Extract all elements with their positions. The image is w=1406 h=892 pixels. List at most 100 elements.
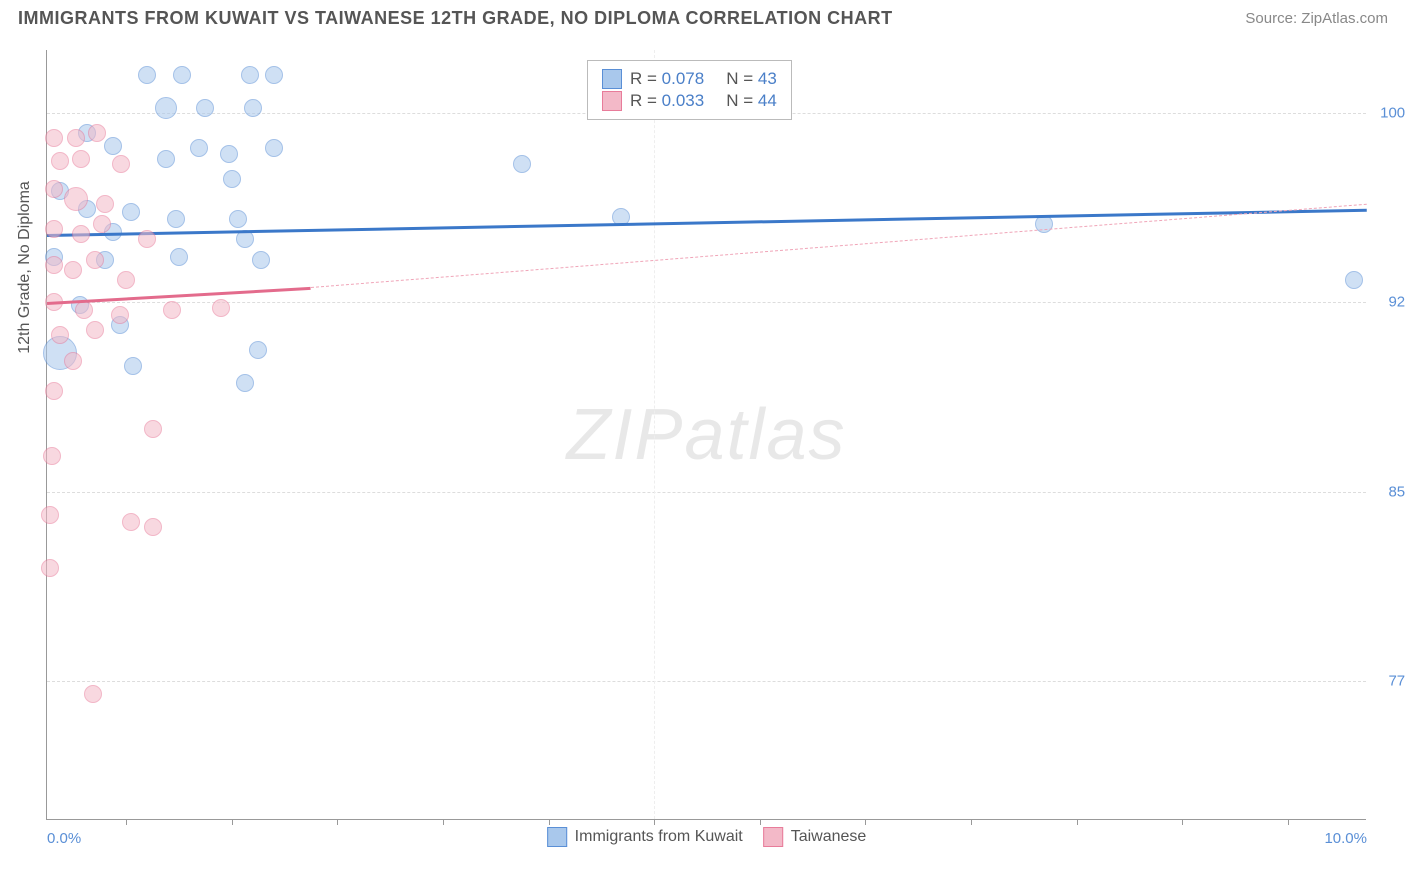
data-point xyxy=(93,215,111,233)
correlation-legend: R = 0.078 N = 43 R = 0.033 N = 44 xyxy=(587,60,792,120)
legend-r-label: R = 0.033 xyxy=(630,91,704,111)
data-point xyxy=(244,99,262,117)
x-tick-mark xyxy=(1077,819,1078,825)
gridline-horizontal xyxy=(47,302,1366,303)
data-point xyxy=(173,66,191,84)
legend-row: R = 0.078 N = 43 xyxy=(602,69,777,89)
x-tick-mark xyxy=(337,819,338,825)
data-point xyxy=(45,220,63,238)
legend-n-label: N = 43 xyxy=(726,69,777,89)
data-point xyxy=(86,251,104,269)
data-point xyxy=(220,145,238,163)
x-tick-mark xyxy=(865,819,866,825)
data-point xyxy=(122,203,140,221)
y-tick-label: 85.0% xyxy=(1388,483,1406,500)
y-tick-label: 92.5% xyxy=(1388,294,1406,311)
gridline-horizontal xyxy=(47,492,1366,493)
data-point xyxy=(163,301,181,319)
data-point xyxy=(144,518,162,536)
legend-item: Taiwanese xyxy=(763,827,867,847)
legend-label: Immigrants from Kuwait xyxy=(575,828,743,846)
data-point xyxy=(144,420,162,438)
data-point xyxy=(84,685,102,703)
data-point xyxy=(236,374,254,392)
data-point xyxy=(45,180,63,198)
data-point xyxy=(64,187,88,211)
data-point xyxy=(45,256,63,274)
data-point xyxy=(72,225,90,243)
gridline-vertical xyxy=(654,50,655,819)
data-point xyxy=(96,195,114,213)
gridline-horizontal xyxy=(47,681,1366,682)
data-point xyxy=(155,97,177,119)
data-point xyxy=(104,137,122,155)
data-point xyxy=(51,326,69,344)
data-point xyxy=(249,341,267,359)
data-point xyxy=(1345,271,1363,289)
data-point xyxy=(41,506,59,524)
data-point xyxy=(170,248,188,266)
data-point xyxy=(64,261,82,279)
x-tick-mark xyxy=(549,819,550,825)
data-point xyxy=(513,155,531,173)
legend-swatch xyxy=(763,827,783,847)
legend-swatch xyxy=(547,827,567,847)
legend-item: Immigrants from Kuwait xyxy=(547,827,743,847)
y-tick-label: 100.0% xyxy=(1380,105,1406,122)
data-point xyxy=(190,139,208,157)
x-tick-label: 10.0% xyxy=(1324,830,1367,847)
x-tick-mark xyxy=(443,819,444,825)
data-point xyxy=(75,301,93,319)
data-point xyxy=(64,352,82,370)
x-tick-mark xyxy=(232,819,233,825)
data-point xyxy=(112,155,130,173)
data-point xyxy=(88,124,106,142)
x-tick-label: 0.0% xyxy=(47,830,81,847)
legend-swatch xyxy=(602,69,622,89)
data-point xyxy=(138,66,156,84)
x-tick-mark xyxy=(654,819,655,825)
data-point xyxy=(265,139,283,157)
data-point xyxy=(138,230,156,248)
data-point xyxy=(157,150,175,168)
data-point xyxy=(212,299,230,317)
x-tick-mark xyxy=(1288,819,1289,825)
data-point xyxy=(223,170,241,188)
legend-row: R = 0.033 N = 44 xyxy=(602,91,777,111)
legend-swatch xyxy=(602,91,622,111)
series-legend: Immigrants from Kuwait Taiwanese xyxy=(547,827,867,847)
data-point xyxy=(229,210,247,228)
data-point xyxy=(51,152,69,170)
data-point xyxy=(117,271,135,289)
y-axis-label: 12th Grade, No Diploma xyxy=(16,181,34,354)
data-point xyxy=(86,321,104,339)
y-tick-label: 77.5% xyxy=(1388,673,1406,690)
x-tick-mark xyxy=(126,819,127,825)
scatter-plot-area: ZIPatlas 100.0%92.5%85.0%77.5%0.0%10.0%R… xyxy=(46,50,1366,820)
trend-line xyxy=(311,204,1367,288)
x-tick-mark xyxy=(760,819,761,825)
legend-r-label: R = 0.078 xyxy=(630,69,704,89)
data-point xyxy=(252,251,270,269)
chart-title: IMMIGRANTS FROM KUWAIT VS TAIWANESE 12TH… xyxy=(18,8,893,29)
x-tick-mark xyxy=(1182,819,1183,825)
legend-label: Taiwanese xyxy=(791,828,867,846)
data-point xyxy=(45,129,63,147)
data-point xyxy=(111,306,129,324)
data-point xyxy=(67,129,85,147)
data-point xyxy=(265,66,283,84)
data-point xyxy=(72,150,90,168)
data-point xyxy=(196,99,214,117)
watermark-text: ZIPatlas xyxy=(566,394,846,476)
data-point xyxy=(45,382,63,400)
data-point xyxy=(41,559,59,577)
legend-n-label: N = 44 xyxy=(726,91,777,111)
source-attribution: Source: ZipAtlas.com xyxy=(1245,10,1388,27)
data-point xyxy=(124,357,142,375)
data-point xyxy=(43,447,61,465)
x-tick-mark xyxy=(971,819,972,825)
chart-header: IMMIGRANTS FROM KUWAIT VS TAIWANESE 12TH… xyxy=(0,0,1406,33)
data-point xyxy=(122,513,140,531)
data-point xyxy=(167,210,185,228)
data-point xyxy=(241,66,259,84)
